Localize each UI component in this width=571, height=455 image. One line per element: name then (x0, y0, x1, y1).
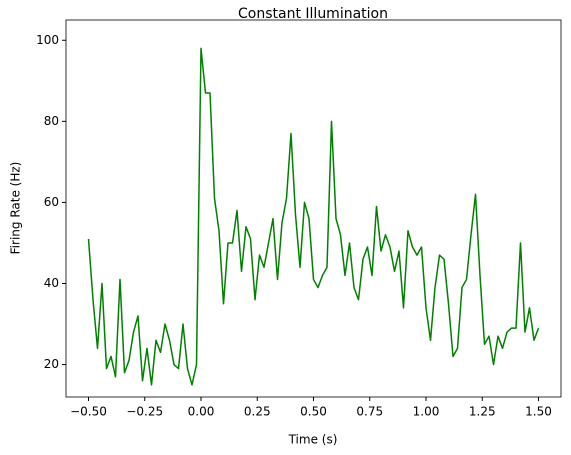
y-tick-label: 80 (44, 114, 59, 128)
x-tick-label: 0.25 (244, 405, 271, 419)
x-tick-label: −0.50 (70, 405, 107, 419)
y-axis-label: Firing Rate (Hz) (9, 162, 23, 255)
x-tick-label: 1.25 (469, 405, 496, 419)
x-tick-label: −0.25 (126, 405, 163, 419)
x-tick-label: 0.00 (188, 405, 215, 419)
line (87, 47, 540, 386)
x-tick-label: 1.50 (525, 405, 552, 419)
x-tick-label: 0.75 (356, 405, 383, 419)
plot-frame (65, 19, 562, 398)
chart-title: Constant Illumination (238, 6, 388, 22)
y-tick-label: 60 (44, 195, 59, 209)
y-tick-label: 40 (44, 276, 59, 290)
x-tick-label: 0.50 (300, 405, 327, 419)
x-tick-label: 1.00 (413, 405, 440, 419)
x-axis-label: Time (s) (288, 433, 338, 447)
y-tick-label: 20 (44, 357, 59, 371)
y-tick-label: 100 (36, 33, 59, 47)
